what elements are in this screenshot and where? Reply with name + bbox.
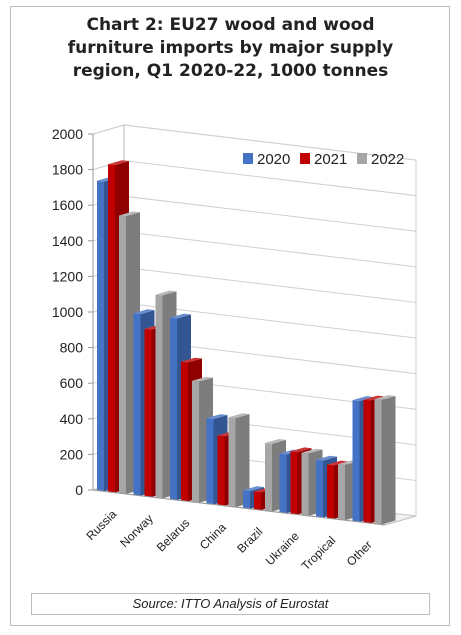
bar-front: [265, 443, 272, 512]
bar-other-2022: [374, 395, 396, 525]
y-tick-label: 1000: [52, 304, 83, 320]
y-tick-label: 600: [60, 375, 84, 391]
bar-front: [327, 464, 334, 519]
gridline-side: [92, 124, 125, 135]
bar-top: [301, 448, 323, 454]
bar-front: [228, 417, 236, 508]
y-axis: 0 200 400 600 800 1000 1200 1400 1600 1800 2000: [52, 126, 94, 498]
bar-front: [170, 317, 177, 501]
bar-top: [192, 376, 213, 382]
bar-side: [381, 396, 396, 525]
legend-label: 2020: [257, 151, 290, 168]
bar-front: [243, 490, 250, 509]
bar-top: [352, 396, 374, 401]
bar-front: [363, 399, 371, 524]
y-tick-label: 200: [60, 446, 84, 462]
y-tick-label: 800: [60, 340, 84, 356]
gridline: [123, 160, 417, 197]
y-tick-label: 0: [75, 482, 83, 498]
bar-front: [290, 451, 298, 515]
bar-front: [181, 361, 188, 502]
bar-front: [301, 452, 309, 516]
bars: [97, 160, 396, 525]
x-tick-label: Belarus: [154, 516, 193, 555]
bar-front: [133, 313, 141, 496]
bar-front: [192, 380, 199, 503]
legend-swatch: [300, 153, 310, 164]
x-tick-label: Russia: [84, 507, 120, 543]
bar-top: [327, 460, 348, 466]
bar-top: [243, 486, 264, 492]
bar-front: [155, 294, 163, 499]
bar-top: [133, 309, 155, 315]
gridline: [123, 231, 417, 268]
x-tick-label: Other: [344, 538, 375, 569]
chart-title-line-2: furniture imports by major supply: [67, 38, 394, 58]
x-tick-label: Brazil: [234, 525, 265, 556]
bar-front: [97, 180, 104, 492]
bar-top: [155, 290, 177, 296]
x-axis-line: [92, 489, 386, 526]
bar-side: [235, 414, 250, 508]
y-tick-label: 1400: [52, 233, 83, 249]
y-tick-label: 2000: [52, 126, 83, 142]
gridline: [123, 195, 417, 232]
x-tick-label: Ukraine: [263, 529, 302, 568]
chart-title: Chart 2: EU27 wood and wood furniture im…: [0, 14, 461, 83]
bar-front: [254, 491, 261, 511]
y-tick-label: 1600: [52, 197, 83, 213]
bar-front: [217, 435, 225, 506]
bar-top: [316, 455, 337, 461]
y-tick-label: 400: [60, 411, 84, 427]
bar-top: [374, 395, 396, 401]
x-tick-label: Norway: [117, 512, 156, 551]
bar-front: [108, 164, 115, 493]
legend-swatch: [243, 153, 253, 164]
bar-top: [170, 313, 191, 319]
bar-front: [206, 418, 214, 505]
bar-top: [228, 413, 250, 419]
legend-label: 2022: [371, 151, 404, 168]
y-tick-label: 1800: [52, 162, 83, 178]
bar-front: [144, 328, 152, 498]
chart-title-line-3: region, Q1 2020-22, 1000 tonnes: [72, 61, 389, 81]
gridline: [123, 266, 417, 303]
bar-top: [363, 395, 385, 401]
gridline: [123, 124, 417, 161]
chart-title-line-1: Chart 2: EU27 wood and wood: [86, 15, 375, 35]
bar-top: [119, 211, 140, 217]
legend-swatch: [357, 153, 367, 164]
bar-top: [181, 357, 202, 363]
x-tick-label: Tropical: [299, 533, 339, 573]
bar-top: [265, 439, 286, 444]
bar-front: [316, 459, 323, 518]
bar-front: [279, 453, 287, 514]
bar-front: [119, 215, 126, 494]
bar-top: [206, 414, 228, 420]
legend-label: 2021: [314, 151, 347, 168]
y-tick-label: 1200: [52, 268, 83, 284]
bar-front: [374, 399, 382, 525]
source-note: Source: ITTO Analysis of Eurostat: [31, 593, 430, 615]
bar-front: [338, 464, 345, 521]
bar-china-2022: [228, 413, 250, 508]
legend: 2020 2021 2022: [243, 151, 404, 168]
bar-top: [108, 160, 129, 166]
bar-front: [352, 400, 360, 522]
bar-top: [290, 447, 312, 453]
x-tick-label: China: [197, 520, 229, 552]
